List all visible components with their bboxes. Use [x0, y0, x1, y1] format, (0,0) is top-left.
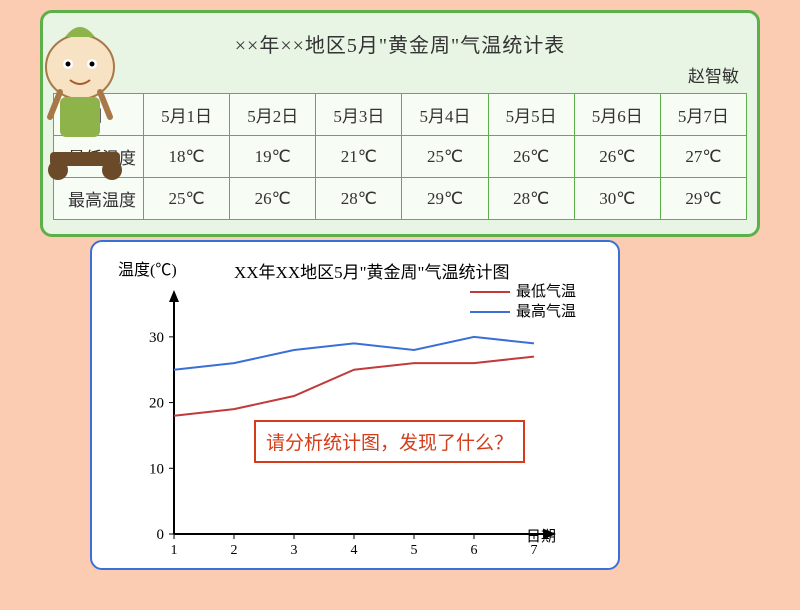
cartoon-mascot	[10, 22, 150, 182]
temperature-table: 日期 5月1日 5月2日 5月3日 5月4日 5月5日 5月6日 5月7日 最低…	[53, 93, 747, 220]
date-cell: 5月4日	[402, 94, 488, 136]
table-row: 日期 5月1日 5月2日 5月3日 5月4日 5月5日 5月6日 5月7日	[54, 94, 747, 136]
line-chart-svg: 01020301234567	[114, 274, 594, 564]
low-cell: 21℃	[316, 136, 402, 178]
svg-text:30: 30	[149, 330, 164, 346]
svg-text:0: 0	[157, 527, 165, 543]
date-cell: 5月7日	[660, 94, 746, 136]
svg-text:6: 6	[471, 543, 478, 558]
table-title: ××年××地区5月"黄金周"气温统计表	[53, 23, 747, 62]
svg-text:20: 20	[149, 396, 164, 412]
svg-text:4: 4	[351, 543, 358, 558]
high-cell: 30℃	[574, 178, 660, 220]
date-cell: 5月3日	[316, 94, 402, 136]
svg-text:3: 3	[291, 543, 298, 558]
date-cell: 5月6日	[574, 94, 660, 136]
date-cell: 5月1日	[144, 94, 230, 136]
low-cell: 19℃	[230, 136, 316, 178]
svg-text:5: 5	[411, 543, 418, 558]
high-cell: 25℃	[144, 178, 230, 220]
table-row: 最高温度 25℃ 26℃ 28℃ 29℃ 28℃ 30℃ 29℃	[54, 178, 747, 220]
analysis-prompt: 请分析统计图，发现了什么？	[254, 420, 525, 463]
date-cell: 5月2日	[230, 94, 316, 136]
x-axis-label: 日期	[526, 525, 556, 546]
svg-text:2: 2	[231, 543, 238, 558]
svg-text:1: 1	[171, 543, 178, 558]
svg-text:10: 10	[149, 461, 164, 477]
high-cell: 28℃	[488, 178, 574, 220]
date-cell: 5月5日	[488, 94, 574, 136]
low-cell: 26℃	[574, 136, 660, 178]
low-cell: 27℃	[660, 136, 746, 178]
high-cell: 29℃	[660, 178, 746, 220]
low-cell: 18℃	[144, 136, 230, 178]
high-cell: 29℃	[402, 178, 488, 220]
row-header-high: 最高温度	[54, 178, 144, 220]
low-cell: 26℃	[488, 136, 574, 178]
chart-inner: 温度(℃) XX年XX地区5月"黄金周"气温统计图 最低气温 最高气温 0102…	[104, 252, 606, 560]
table-author: 赵智敏	[53, 62, 747, 93]
table-row: 最低温度 18℃ 19℃ 21℃ 25℃ 26℃ 26℃ 27℃	[54, 136, 747, 178]
high-cell: 28℃	[316, 178, 402, 220]
high-cell: 26℃	[230, 178, 316, 220]
low-cell: 25℃	[402, 136, 488, 178]
temperature-chart-card: 温度(℃) XX年XX地区5月"黄金周"气温统计图 最低气温 最高气温 0102…	[90, 240, 620, 570]
